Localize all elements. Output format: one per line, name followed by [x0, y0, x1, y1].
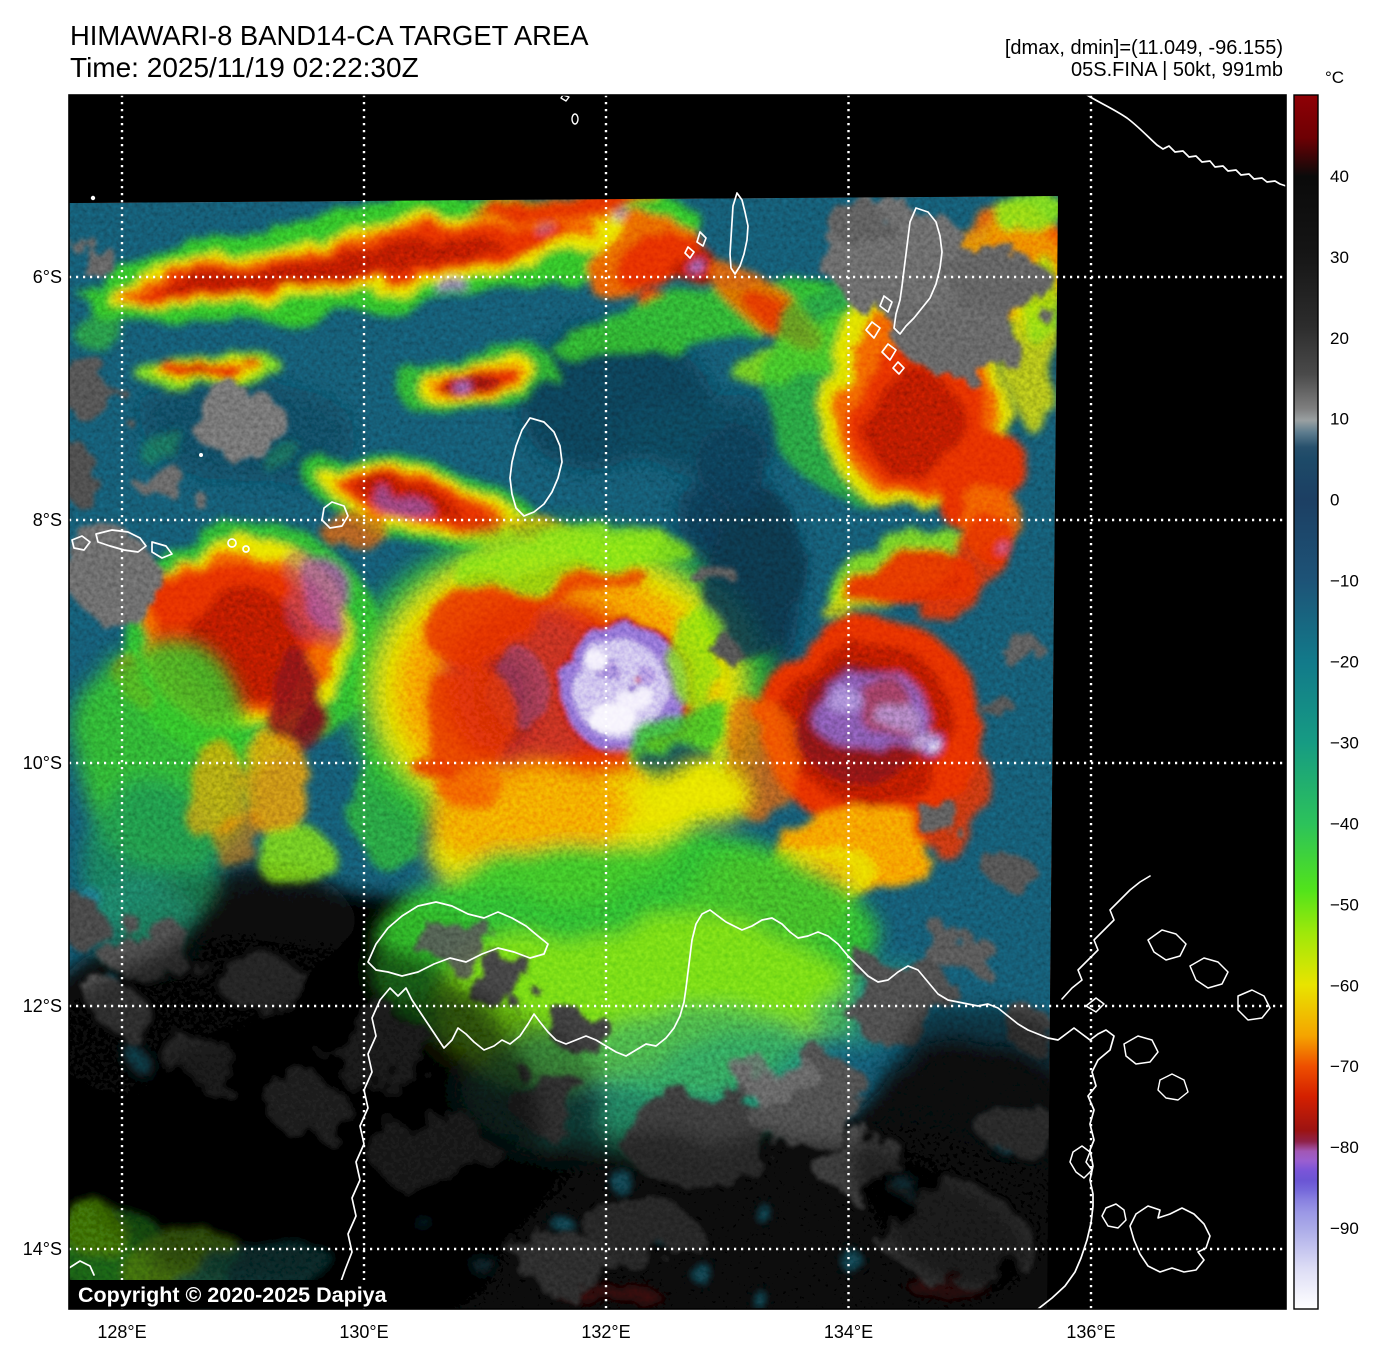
svg-text:−10: −10: [1330, 572, 1359, 591]
svg-text:−40: −40: [1330, 814, 1359, 833]
svg-text:6°S: 6°S: [33, 267, 62, 287]
svg-text:30: 30: [1330, 248, 1349, 267]
svg-text:14°S: 14°S: [23, 1239, 62, 1259]
svg-text:−50: −50: [1330, 895, 1359, 914]
svg-text:40: 40: [1330, 167, 1349, 186]
svg-text:°C: °C: [1325, 68, 1344, 87]
svg-text:Copyright © 2020-2025 Dapiya: Copyright © 2020-2025 Dapiya: [78, 1283, 388, 1307]
svg-text:HIMAWARI-8 BAND14-CA TARGET AR: HIMAWARI-8 BAND14-CA TARGET AREA: [70, 20, 589, 51]
svg-text:132°E: 132°E: [581, 1322, 630, 1342]
svg-text:12°S: 12°S: [23, 996, 62, 1016]
svg-text:134°E: 134°E: [824, 1322, 873, 1342]
svg-text:05S.FINA | 50kt, 991mb: 05S.FINA | 50kt, 991mb: [1071, 59, 1283, 81]
svg-text:136°E: 136°E: [1066, 1322, 1115, 1342]
svg-text:20: 20: [1330, 329, 1349, 348]
svg-text:−70: −70: [1330, 1057, 1359, 1076]
svg-text:130°E: 130°E: [339, 1322, 388, 1342]
svg-text:128°E: 128°E: [97, 1322, 146, 1342]
svg-text:−80: −80: [1330, 1138, 1359, 1157]
svg-text:0: 0: [1330, 491, 1339, 510]
svg-text:8°S: 8°S: [33, 510, 62, 530]
svg-text:10°S: 10°S: [23, 753, 62, 773]
svg-text:10: 10: [1330, 410, 1349, 429]
svg-text:−60: −60: [1330, 976, 1359, 995]
svg-text:−20: −20: [1330, 653, 1359, 672]
svg-text:−30: −30: [1330, 734, 1359, 753]
svg-text:Time: 2025/11/19 02:22:30Z: Time: 2025/11/19 02:22:30Z: [70, 52, 419, 83]
svg-text:−90: −90: [1330, 1219, 1359, 1238]
svg-text:[dmax, dmin]=(11.049, -96.155): [dmax, dmin]=(11.049, -96.155): [1005, 37, 1283, 59]
